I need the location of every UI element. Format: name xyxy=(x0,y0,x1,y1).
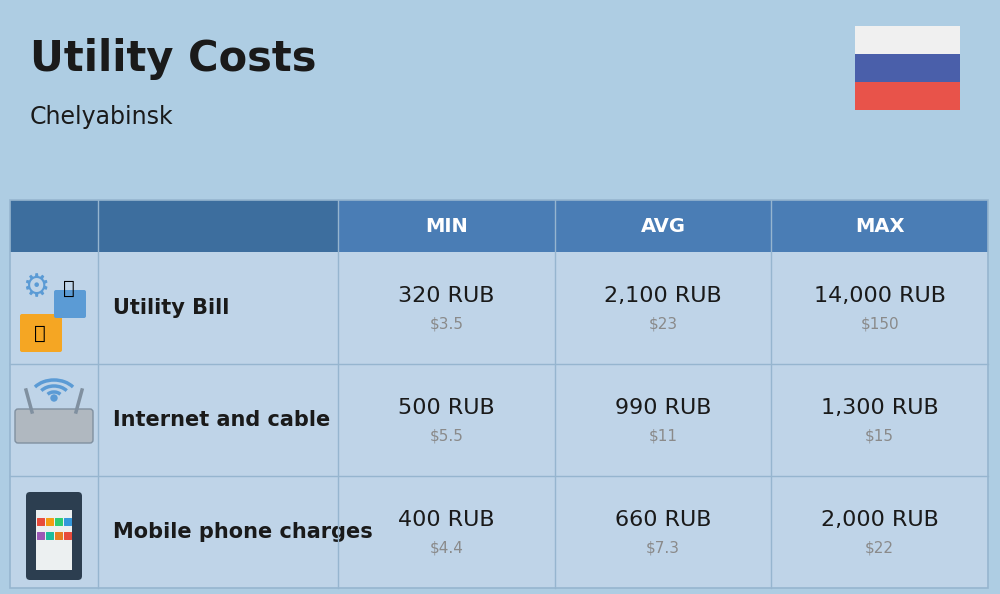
Text: $11: $11 xyxy=(648,428,678,444)
FancyBboxPatch shape xyxy=(26,492,82,580)
FancyBboxPatch shape xyxy=(64,518,72,526)
Text: $22: $22 xyxy=(865,541,894,555)
Text: $3.5: $3.5 xyxy=(429,317,463,331)
Text: MAX: MAX xyxy=(855,216,904,235)
Text: 660 RUB: 660 RUB xyxy=(615,510,711,530)
FancyBboxPatch shape xyxy=(64,532,72,540)
Text: $4.4: $4.4 xyxy=(429,541,463,555)
Text: Internet and cable: Internet and cable xyxy=(113,410,330,430)
Text: 🔌: 🔌 xyxy=(34,324,46,343)
Text: 500 RUB: 500 RUB xyxy=(398,398,495,418)
Text: Mobile phone charges: Mobile phone charges xyxy=(113,522,373,542)
FancyBboxPatch shape xyxy=(55,532,63,540)
Text: 320 RUB: 320 RUB xyxy=(398,286,495,306)
FancyBboxPatch shape xyxy=(849,20,966,116)
FancyBboxPatch shape xyxy=(15,409,93,443)
FancyBboxPatch shape xyxy=(855,82,960,110)
Text: $7.3: $7.3 xyxy=(646,541,680,555)
Text: $15: $15 xyxy=(865,428,894,444)
Text: 2,100 RUB: 2,100 RUB xyxy=(604,286,722,306)
FancyBboxPatch shape xyxy=(20,314,62,352)
Text: AVG: AVG xyxy=(640,216,686,235)
FancyBboxPatch shape xyxy=(10,200,988,588)
FancyBboxPatch shape xyxy=(46,518,54,526)
Text: Utility Bill: Utility Bill xyxy=(113,298,229,318)
FancyBboxPatch shape xyxy=(855,54,960,82)
Text: 400 RUB: 400 RUB xyxy=(398,510,495,530)
Text: ⚙: ⚙ xyxy=(22,273,50,302)
FancyBboxPatch shape xyxy=(37,532,45,540)
FancyBboxPatch shape xyxy=(46,532,54,540)
Text: 📟: 📟 xyxy=(63,279,75,298)
FancyBboxPatch shape xyxy=(10,200,988,252)
Text: $23: $23 xyxy=(648,317,678,331)
FancyBboxPatch shape xyxy=(855,26,960,54)
Text: 1,300 RUB: 1,300 RUB xyxy=(821,398,939,418)
Text: Chelyabinsk: Chelyabinsk xyxy=(30,105,174,129)
Text: MIN: MIN xyxy=(425,216,468,235)
FancyBboxPatch shape xyxy=(10,200,338,252)
FancyBboxPatch shape xyxy=(55,518,63,526)
FancyBboxPatch shape xyxy=(54,290,86,318)
FancyBboxPatch shape xyxy=(36,510,72,570)
Text: 2,000 RUB: 2,000 RUB xyxy=(821,510,939,530)
FancyBboxPatch shape xyxy=(37,518,45,526)
Text: Utility Costs: Utility Costs xyxy=(30,38,316,80)
Circle shape xyxy=(51,395,57,401)
Text: $5.5: $5.5 xyxy=(429,428,463,444)
Text: 14,000 RUB: 14,000 RUB xyxy=(814,286,946,306)
Text: $150: $150 xyxy=(860,317,899,331)
Text: 990 RUB: 990 RUB xyxy=(615,398,711,418)
